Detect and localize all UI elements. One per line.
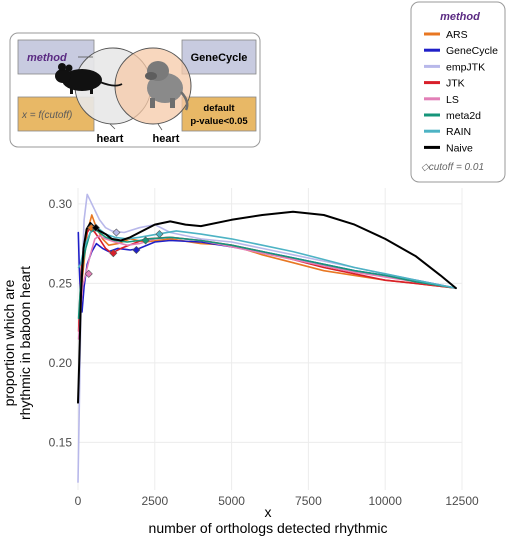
legend-frame (410, 1, 506, 183)
legend-item-jtk: JTK (446, 78, 465, 90)
series-line-rain (77, 225, 457, 289)
legend-items: ARS GeneCycle empJTK JTK LS meta2d RAIN Naive (424, 29, 498, 154)
legend: method ARS GeneCycle empJTK JTK LS meta2d RAIN… (410, 1, 506, 183)
legend-item-naive: Naive (446, 142, 473, 154)
legend-item-ls: LS (446, 94, 459, 106)
y-tick-label: 0.20 (49, 356, 73, 370)
x-axis-label-line2: number of orthologs detected rhythmic (149, 520, 388, 536)
legend-footer-text: cutoff = 0.01 (429, 162, 484, 173)
y-tick-label: 0.15 (49, 435, 73, 449)
mouse-icon (55, 63, 123, 94)
legend-title: method (440, 11, 480, 23)
inset-method-label: method (27, 52, 67, 64)
y-tick-label: 0.30 (49, 197, 73, 211)
cutoff-marker-genecycle (132, 245, 141, 255)
inset-default-line1: default (203, 103, 235, 114)
x-tick-label: 10000 (369, 494, 403, 508)
y-axis-ticks: 0.15 0.20 0.25 0.30 (49, 197, 73, 449)
x-tick-label: 0 (75, 494, 82, 508)
inset-diagram: method GeneCycle x = f(cutoff) default p… (9, 32, 261, 148)
legend-footer-symbol: ◇ (421, 162, 430, 173)
legend-item-meta2d: meta2d (446, 110, 481, 122)
cutoff-marker-rain (155, 230, 164, 239)
series-line-ars (78, 214, 457, 317)
cutoff-marker-empjtk (112, 228, 121, 237)
legend-footer: ◇cutoff = 0.01 (421, 162, 484, 173)
x-axis-label-line1: x (265, 504, 272, 520)
default-box (181, 96, 257, 132)
y-axis-label-line1: proportion which are (1, 279, 17, 406)
baboon-icon (145, 61, 189, 111)
x-tick-label: 12500 (445, 494, 479, 508)
legend-item-empjtk: empJTK (446, 61, 485, 73)
y-tick-label: 0.25 (49, 276, 73, 290)
plot-area: 0 2500 5000 7500 10000 12500 0.15 0.20 0.25 0.30 (49, 188, 479, 508)
inset-formula: x = f(cutoff) (21, 110, 72, 121)
cutoff-marker-meta2d (141, 236, 150, 245)
cutoff-markers (84, 223, 164, 278)
x-axis-ticks: 0 2500 5000 7500 10000 12500 (75, 494, 479, 508)
inset-left-heart: heart (97, 133, 124, 145)
x-tick-label: 2500 (141, 494, 168, 508)
cutoff-marker-ls (84, 269, 93, 278)
inset-default-line2: p-value<0.05 (190, 116, 248, 127)
cutoff-marker-naive (91, 223, 100, 232)
x-tick-label: 5000 (218, 494, 245, 508)
plot-background (78, 188, 462, 490)
inset-right-heart: heart (153, 133, 180, 145)
inset-genecycle-label: GeneCycle (191, 52, 248, 64)
legend-item-ars: ARS (446, 29, 468, 41)
cutoff-marker-jtk (109, 249, 118, 258)
legend-item-genecycle: GeneCycle (446, 45, 498, 57)
y-axis-label-line2: rhythmic in baboon heart (17, 266, 33, 420)
legend-item-rain: RAIN (446, 126, 471, 138)
series-line-naive (77, 210, 457, 404)
x-tick-label: 7500 (295, 494, 322, 508)
series-line-empjtk (77, 193, 457, 483)
genecycle-box (181, 39, 257, 75)
